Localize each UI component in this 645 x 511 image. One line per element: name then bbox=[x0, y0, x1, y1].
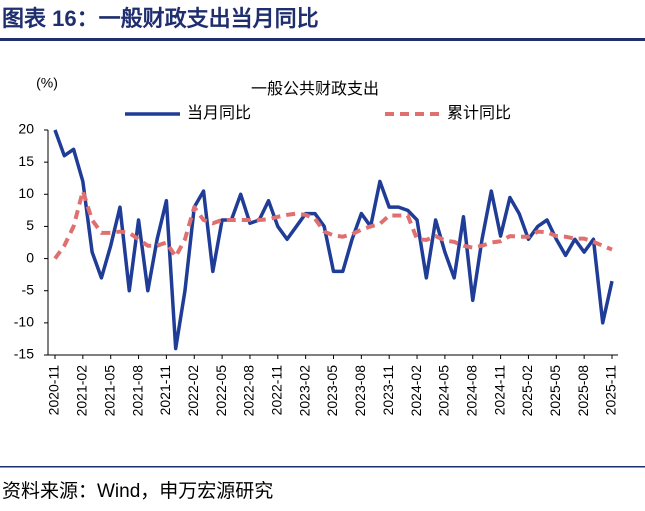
x-tick-label: 2025-02 bbox=[519, 365, 535, 417]
y-tick-label: 15 bbox=[18, 153, 34, 169]
y-tick-label: 10 bbox=[18, 185, 34, 201]
y-tick-label: 5 bbox=[26, 217, 34, 233]
chart-title: 一般公共财政支出 bbox=[251, 80, 379, 98]
x-tick-label: 2024-08 bbox=[463, 365, 479, 417]
x-tick-label: 2020-11 bbox=[46, 365, 62, 416]
footer-rule bbox=[0, 466, 645, 468]
page-title: 图表 16：一般财政支出当月同比 bbox=[2, 6, 319, 31]
x-tick-label: 2021-11 bbox=[157, 365, 173, 416]
x-tick-label: 2022-08 bbox=[241, 365, 257, 417]
y-tick-label: 20 bbox=[18, 121, 34, 137]
series-line bbox=[53, 129, 614, 351]
x-tick-label: 2022-05 bbox=[213, 365, 229, 417]
series-line bbox=[53, 189, 613, 260]
x-tick-label: 2022-11 bbox=[269, 365, 285, 416]
title-rule bbox=[0, 38, 645, 41]
x-tick-label: 2021-02 bbox=[74, 365, 90, 417]
y-tick-label: 0 bbox=[26, 249, 34, 265]
x-tick-label: 2025-08 bbox=[575, 365, 591, 417]
x-tick-label: 2021-05 bbox=[101, 365, 117, 417]
y-tick-label: -5 bbox=[22, 281, 35, 297]
legend-label: 当月同比 bbox=[187, 104, 251, 122]
x-tick-label: 2023-02 bbox=[296, 365, 312, 417]
legend-label: 累计同比 bbox=[447, 104, 511, 122]
x-tick-label: 2024-11 bbox=[491, 365, 507, 416]
x-tick-label: 2024-05 bbox=[436, 365, 452, 417]
x-tick-label: 2025-05 bbox=[547, 365, 563, 417]
y-label: (%) bbox=[36, 75, 58, 91]
x-tick-label: 2024-02 bbox=[408, 365, 424, 417]
x-tick-label: 2022-02 bbox=[185, 365, 201, 417]
x-tick-label: 2023-08 bbox=[352, 365, 368, 417]
x-tick-label: 2023-05 bbox=[324, 365, 340, 417]
y-tick-label: -15 bbox=[14, 346, 34, 362]
x-tick-label: 2021-08 bbox=[129, 365, 145, 417]
source: 资料来源：Wind，申万宏源研究 bbox=[2, 480, 273, 502]
y-tick-label: -10 bbox=[14, 314, 34, 330]
x-tick-label: 2025-11 bbox=[603, 365, 619, 416]
x-tick-label: 2023-11 bbox=[380, 365, 396, 416]
